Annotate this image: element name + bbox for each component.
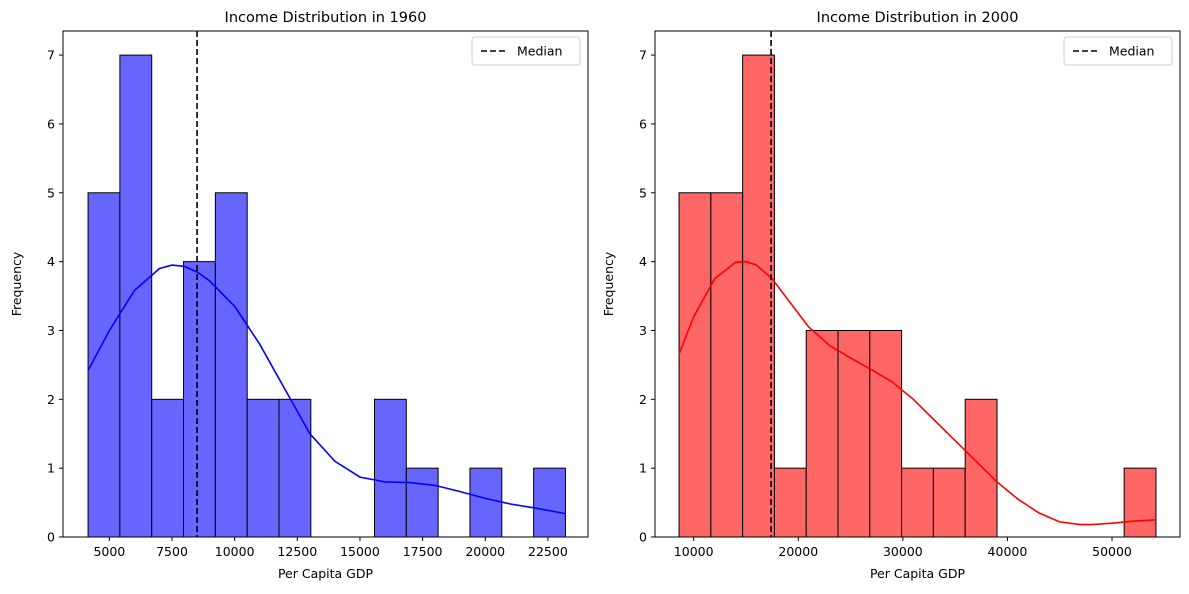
chart-title: Income Distribution in 2000 xyxy=(817,10,1019,26)
x-tick-label: 17500 xyxy=(403,544,443,559)
y-tick-label: 0 xyxy=(639,530,647,545)
legend-median-label: Median xyxy=(517,44,562,59)
x-tick-label: 5000 xyxy=(93,544,125,559)
histogram-bars xyxy=(678,54,1157,538)
x-tick-label: 50000 xyxy=(1092,544,1132,559)
y-tick-label: 0 xyxy=(47,530,55,545)
x-axis-label: Per Capita GDP xyxy=(278,566,374,581)
histogram-bar xyxy=(773,467,807,538)
y-tick-label: 5 xyxy=(639,185,647,200)
chart-title: Income Distribution in 1960 xyxy=(225,10,427,26)
x-tick-label: 20000 xyxy=(465,544,505,559)
histogram-bar xyxy=(869,329,903,538)
chart-panel-1: 5000 7500 10000 12500 15000 17500 20000 22500 0 1… xyxy=(9,10,589,581)
histogram-bar xyxy=(214,192,248,538)
histogram-bar xyxy=(373,398,407,538)
legend-box xyxy=(1063,36,1173,66)
x-tick-label: 15000 xyxy=(340,544,380,559)
histogram-bar xyxy=(183,261,216,538)
y-tick-label: 7 xyxy=(47,48,55,63)
y-tick-label: 5 xyxy=(47,185,55,200)
x-tick-label: 10000 xyxy=(674,544,714,559)
y-axis-label: Frequency xyxy=(9,251,24,316)
histogram-bar xyxy=(533,467,566,538)
x-tick-label: 22500 xyxy=(528,544,568,559)
x-tick-label: 12500 xyxy=(277,544,317,559)
legend-median-label: Median xyxy=(1109,44,1154,59)
histogram-bar xyxy=(932,467,966,538)
histogram-bar xyxy=(710,192,744,538)
x-axis-label: Per Capita GDP xyxy=(870,566,966,581)
plot-area-frame xyxy=(654,30,1181,538)
histogram-bar xyxy=(1123,467,1157,538)
y-tick-label: 1 xyxy=(47,461,55,476)
y-tick-label: 1 xyxy=(639,461,647,476)
histogram-bar xyxy=(87,192,121,538)
histogram-bar xyxy=(964,398,998,538)
legend: Median xyxy=(471,36,581,66)
x-tick-label: 10000 xyxy=(215,544,255,559)
histogram-bar xyxy=(805,329,839,538)
y-tick-label: 7 xyxy=(639,48,647,63)
x-tick-label: 20000 xyxy=(778,544,818,559)
histogram-bar xyxy=(151,398,185,538)
y-tick-label: 2 xyxy=(639,392,647,407)
y-tick-label: 3 xyxy=(639,323,647,338)
x-tick-label: 30000 xyxy=(883,544,923,559)
y-tick-label: 4 xyxy=(639,254,647,269)
legend: Median xyxy=(1063,36,1173,66)
y-axis-label: Frequency xyxy=(601,251,616,316)
kde-curve xyxy=(678,260,1156,526)
chart-panel-2: 10000 20000 30000 40000 50000 0 1 2 3 4 5 6 7 Income … xyxy=(601,10,1181,581)
histogram-bar xyxy=(901,467,934,538)
histogram-bar xyxy=(278,398,312,538)
kde-curve xyxy=(87,264,566,515)
histogram-bars xyxy=(87,54,566,538)
histogram-bar xyxy=(119,54,153,538)
x-tick-label: 40000 xyxy=(988,544,1028,559)
histogram-bar xyxy=(837,329,871,538)
y-tick-label: 3 xyxy=(47,323,55,338)
y-tick-label: 6 xyxy=(639,116,647,131)
histogram-bar xyxy=(678,192,712,538)
histogram-bar xyxy=(469,467,503,538)
y-tick-label: 4 xyxy=(47,254,55,269)
histogram-bar xyxy=(246,398,280,538)
histogram-bar xyxy=(405,467,439,538)
x-tick-label: 7500 xyxy=(156,544,188,559)
histogram-bar xyxy=(742,54,775,538)
plot-area-frame xyxy=(62,30,589,538)
legend-box xyxy=(471,36,581,66)
y-tick-label: 2 xyxy=(47,392,55,407)
y-tick-label: 6 xyxy=(47,116,55,131)
